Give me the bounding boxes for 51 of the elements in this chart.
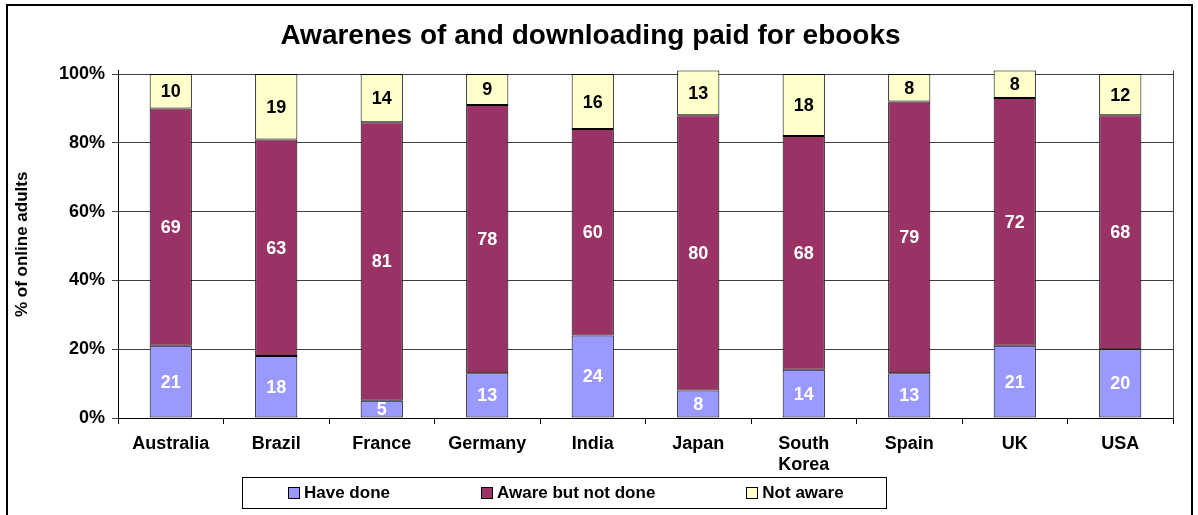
y-tick-label: 20% bbox=[68, 338, 105, 359]
x-tick-label: UK bbox=[1001, 432, 1028, 453]
legend-label: Not aware bbox=[762, 483, 844, 503]
data-label: 72 bbox=[1004, 211, 1025, 232]
data-label: 20 bbox=[1110, 373, 1131, 394]
data-label: 12 bbox=[1110, 84, 1131, 105]
data-label: 79 bbox=[899, 227, 920, 248]
data-label: 63 bbox=[266, 237, 287, 258]
chart-title: Awarenes of and downloading paid for ebooks bbox=[280, 18, 901, 50]
data-label: 16 bbox=[582, 91, 603, 112]
x-tick-label: South Korea bbox=[778, 432, 831, 475]
data-label: 18 bbox=[793, 94, 814, 115]
y-tick-label: 40% bbox=[68, 269, 105, 290]
data-label: 9 bbox=[482, 79, 493, 100]
x-tick-label: Spain bbox=[884, 432, 934, 453]
y-tick-label: 80% bbox=[68, 131, 105, 152]
data-label: 68 bbox=[1110, 222, 1131, 243]
x-tick-label: Australia bbox=[132, 432, 211, 453]
y-tick-label: 60% bbox=[68, 200, 105, 221]
data-label: 80 bbox=[688, 242, 709, 263]
data-label: 10 bbox=[160, 81, 181, 102]
data-label: 8 bbox=[693, 393, 704, 414]
data-label: 21 bbox=[160, 371, 181, 392]
y-tick-label: 0% bbox=[78, 406, 105, 427]
data-label: 21 bbox=[1004, 371, 1025, 392]
data-label: 14 bbox=[793, 383, 814, 404]
x-tick-label: India bbox=[571, 432, 615, 453]
data-label: 18 bbox=[266, 376, 287, 397]
data-label: 19 bbox=[266, 96, 287, 117]
data-label: 8 bbox=[1009, 74, 1020, 95]
data-label: 5 bbox=[376, 399, 387, 420]
data-label: 13 bbox=[477, 385, 498, 406]
x-tick-label: USA bbox=[1101, 432, 1140, 453]
y-tick-label: 100% bbox=[58, 63, 105, 84]
x-tick-label: Germany bbox=[448, 432, 527, 453]
legend-label: Aware but not done bbox=[496, 483, 656, 503]
data-label: 69 bbox=[160, 217, 181, 238]
x-tick-label: France bbox=[352, 432, 412, 453]
data-label: 8 bbox=[904, 77, 915, 98]
data-label: 24 bbox=[582, 366, 603, 387]
data-label: 14 bbox=[371, 88, 392, 109]
legend-label: Have done bbox=[304, 483, 390, 503]
y-axis-title: % of online adults bbox=[11, 171, 31, 318]
data-label: 13 bbox=[688, 82, 709, 103]
data-label: 68 bbox=[793, 242, 814, 263]
data-label: 13 bbox=[899, 385, 920, 406]
data-label: 60 bbox=[582, 222, 603, 243]
x-tick-label: Japan bbox=[672, 432, 725, 453]
x-tick-label: Brazil bbox=[251, 432, 301, 453]
data-label: 81 bbox=[371, 251, 392, 272]
data-label: 78 bbox=[477, 229, 498, 250]
